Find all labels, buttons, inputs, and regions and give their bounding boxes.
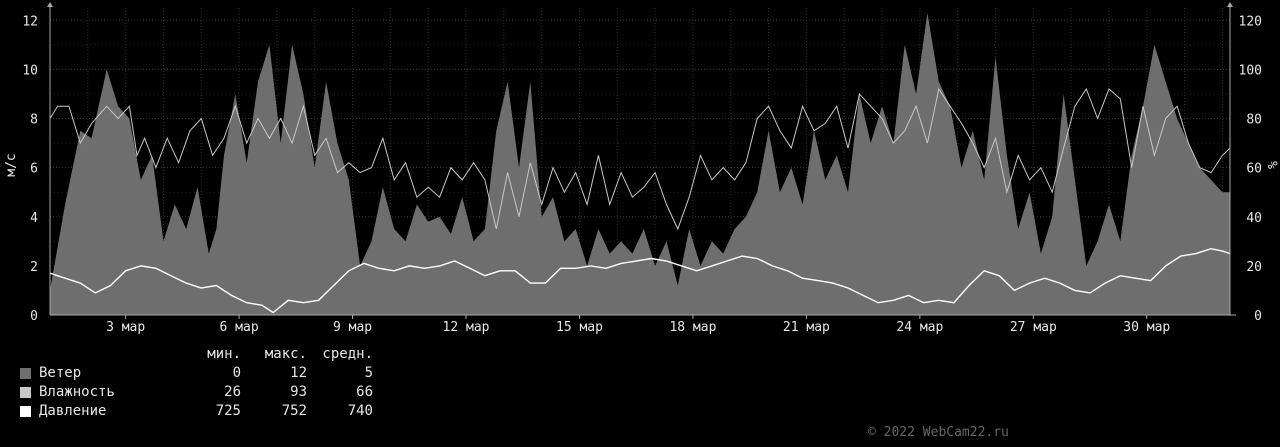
right-tick-label: 0 — [1254, 309, 1262, 324]
left-tick-label: 0 — [30, 309, 38, 324]
legend-row-pressure: Давление 725 752 740 — [20, 402, 373, 421]
right-axis-arrow — [1227, 2, 1233, 7]
legend-min: 26 — [224, 384, 241, 400]
x-tick-label: 21 мар — [783, 320, 830, 335]
legend-header-avg: средн. — [322, 346, 373, 362]
right-tick-label: 80 — [1246, 113, 1262, 128]
humidity-line-series — [49, 87, 1231, 231]
legend-label: Ветер — [39, 365, 82, 381]
legend-max: 93 — [290, 384, 307, 400]
x-tick-label: 24 мар — [896, 320, 943, 335]
pressure-line-series — [49, 247, 1231, 314]
chart-axes: 0 0 2 20 4 40 6 60 8 80 10 100 12 120 3 мар 6 мар 9 мар 1… — [22, 2, 1262, 335]
x-tick-label: 6 мар — [220, 320, 259, 335]
left-tick-label: 8 — [30, 113, 38, 128]
legend-header: мин. макс. средн. — [20, 345, 373, 364]
legend-swatch — [20, 368, 31, 379]
legend-swatch — [20, 387, 31, 398]
legend-row-wind: Ветер 0 12 5 — [20, 364, 373, 383]
x-tick-label: 18 мар — [669, 320, 716, 335]
x-tick-label: 3 мар — [106, 320, 145, 335]
right-tick-label: 20 — [1246, 260, 1262, 275]
left-tick-label: 4 — [30, 211, 38, 226]
legend-max: 752 — [281, 403, 307, 419]
legend-avg: 66 — [356, 384, 373, 400]
legend-max: 12 — [290, 365, 307, 381]
legend: мин. макс. средн. Ветер 0 12 5 Влажность… — [20, 345, 373, 421]
left-tick-label: 2 — [30, 260, 38, 275]
right-tick-label: 60 — [1246, 162, 1262, 177]
legend-min: 725 — [215, 403, 241, 419]
left-axis-arrow — [47, 2, 53, 7]
right-tick-label: 100 — [1239, 63, 1262, 78]
x-tick-label: 30 мар — [1123, 320, 1170, 335]
legend-avg: 740 — [347, 403, 373, 419]
left-tick-label: 10 — [22, 63, 38, 78]
legend-row-humidity: Влажность 26 93 66 — [20, 383, 373, 402]
legend-min: 0 — [232, 365, 241, 381]
x-tick-label: 9 мар — [333, 320, 372, 335]
legend-label: Влажность — [39, 384, 115, 400]
x-tick-label: 27 мар — [1010, 320, 1057, 335]
right-tick-label: 120 — [1239, 14, 1262, 29]
left-axis-label: м/с — [4, 153, 19, 176]
x-tick-label: 15 мар — [556, 320, 603, 335]
legend-swatch — [20, 406, 31, 417]
legend-label: Давление — [39, 403, 107, 419]
weather-chart: 0 0 2 20 4 40 6 60 8 80 10 100 12 120 3 мар 6 мар 9 мар 1… — [4, 2, 1279, 335]
legend-header-max: макс. — [264, 346, 307, 362]
wind-area-series — [50, 12, 1230, 316]
x-tick-label: 12 мар — [443, 320, 490, 335]
left-tick-label: 12 — [22, 14, 38, 29]
copyright-notice: © 2022 WebCam22.ru — [868, 425, 1009, 440]
legend-header-min: мин. — [207, 346, 241, 362]
right-tick-label: 40 — [1246, 211, 1262, 226]
legend-avg: 5 — [364, 365, 373, 381]
left-tick-label: 6 — [30, 162, 38, 177]
right-axis-label: % — [1264, 161, 1279, 169]
